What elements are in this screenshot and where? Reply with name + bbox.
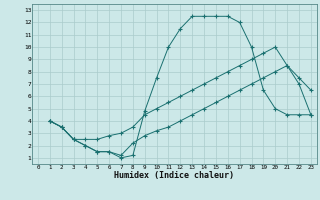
- X-axis label: Humidex (Indice chaleur): Humidex (Indice chaleur): [115, 171, 234, 180]
